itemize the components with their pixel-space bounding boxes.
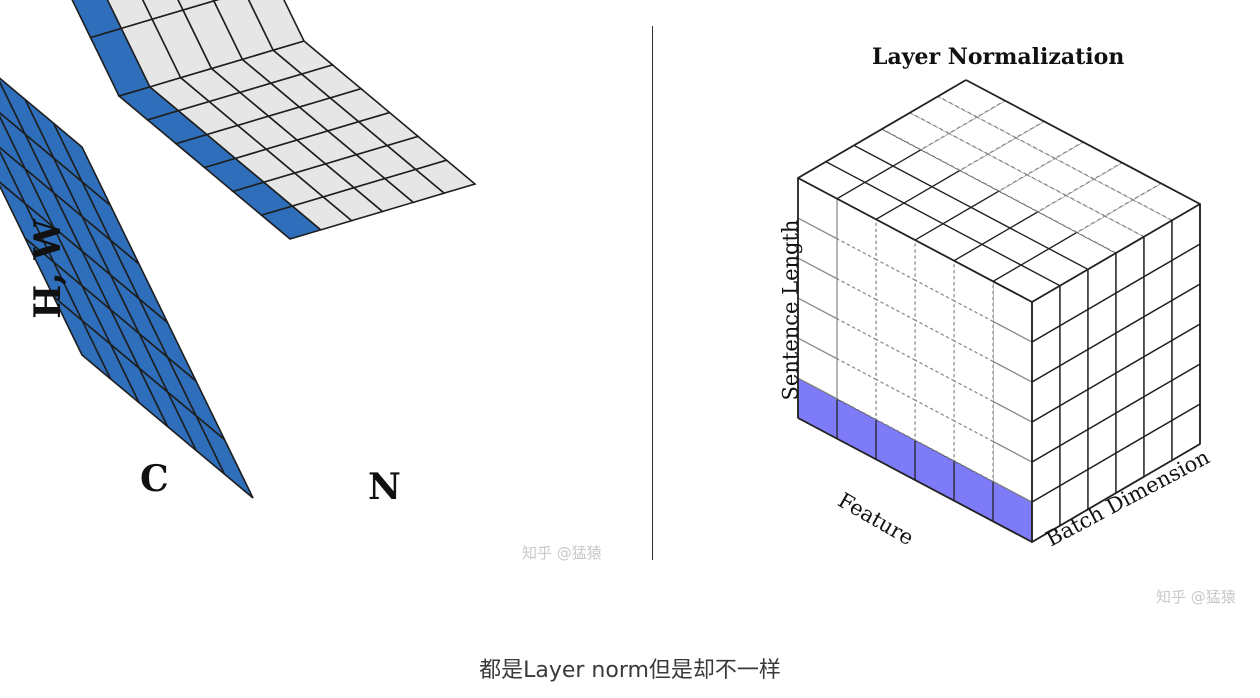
axis-label-hw: H, W: [26, 219, 69, 319]
caption: 都是Layer norm但是却不一样: [479, 658, 781, 683]
left-face-cell: [0, 80, 26, 135]
right-cube: [796, 79, 1202, 544]
cube-edge: [797, 177, 1033, 303]
cube-edge: [965, 79, 1201, 205]
top-face-cell: [908, 95, 979, 135]
cube-edge: [1031, 203, 1201, 303]
top-face-cell: [1092, 161, 1163, 201]
top-face-cell: [1053, 141, 1124, 180]
top-face-cell: [212, 0, 220, 2]
panel-divider: [652, 26, 653, 560]
left-cube-diagram: [0, 0, 477, 499]
axis-label-sentence-length: Sentence Length: [778, 219, 803, 401]
left-face-cell: [0, 112, 55, 194]
cube-edge: [797, 417, 1033, 543]
top-face-cell: [1103, 198, 1174, 238]
left-face-cell: [0, 77, 55, 159]
top-face-cell: [1064, 178, 1135, 217]
cube-edge: [1031, 443, 1201, 543]
top-face-cell: [247, 0, 306, 52]
top-face-cell: [177, 0, 215, 11]
top-face-cell: [1131, 182, 1202, 222]
top-face-cell: [212, 0, 275, 61]
left-face-cell: [0, 146, 55, 228]
axis-label-n: N: [368, 466, 401, 508]
top-face-cell: [936, 79, 1007, 118]
left-cube: [0, 0, 477, 499]
top-face-cell: [71, 0, 123, 39]
top-face-cell: [997, 173, 1068, 213]
axis-label-c: C: [140, 458, 169, 500]
top-face-cell: [1014, 120, 1085, 160]
top-face-cell: [1025, 157, 1096, 197]
top-face-cell: [919, 132, 990, 172]
top-face-cell: [880, 111, 951, 151]
left-face-cell: [0, 115, 26, 170]
top-face-cell: [1036, 194, 1107, 234]
top-face-cell: [958, 153, 1029, 192]
top-face-cell: [975, 99, 1046, 139]
right-title: Layer Normalization: [872, 44, 1125, 70]
right-cube-diagram: [796, 79, 1202, 544]
top-face-cell: [141, 0, 185, 21]
top-face-cell: [986, 136, 1057, 176]
left-face-cell: [0, 181, 55, 263]
watermark-left: 知乎 @猛猿: [522, 544, 602, 562]
left-face-cell: [0, 150, 26, 204]
cube-edge: [797, 79, 967, 179]
top-face-cell: [947, 116, 1018, 155]
top-face-cell: [1075, 215, 1146, 254]
watermark-right: 知乎 @猛猿: [1156, 588, 1236, 606]
top-face-cell: [106, 0, 154, 30]
